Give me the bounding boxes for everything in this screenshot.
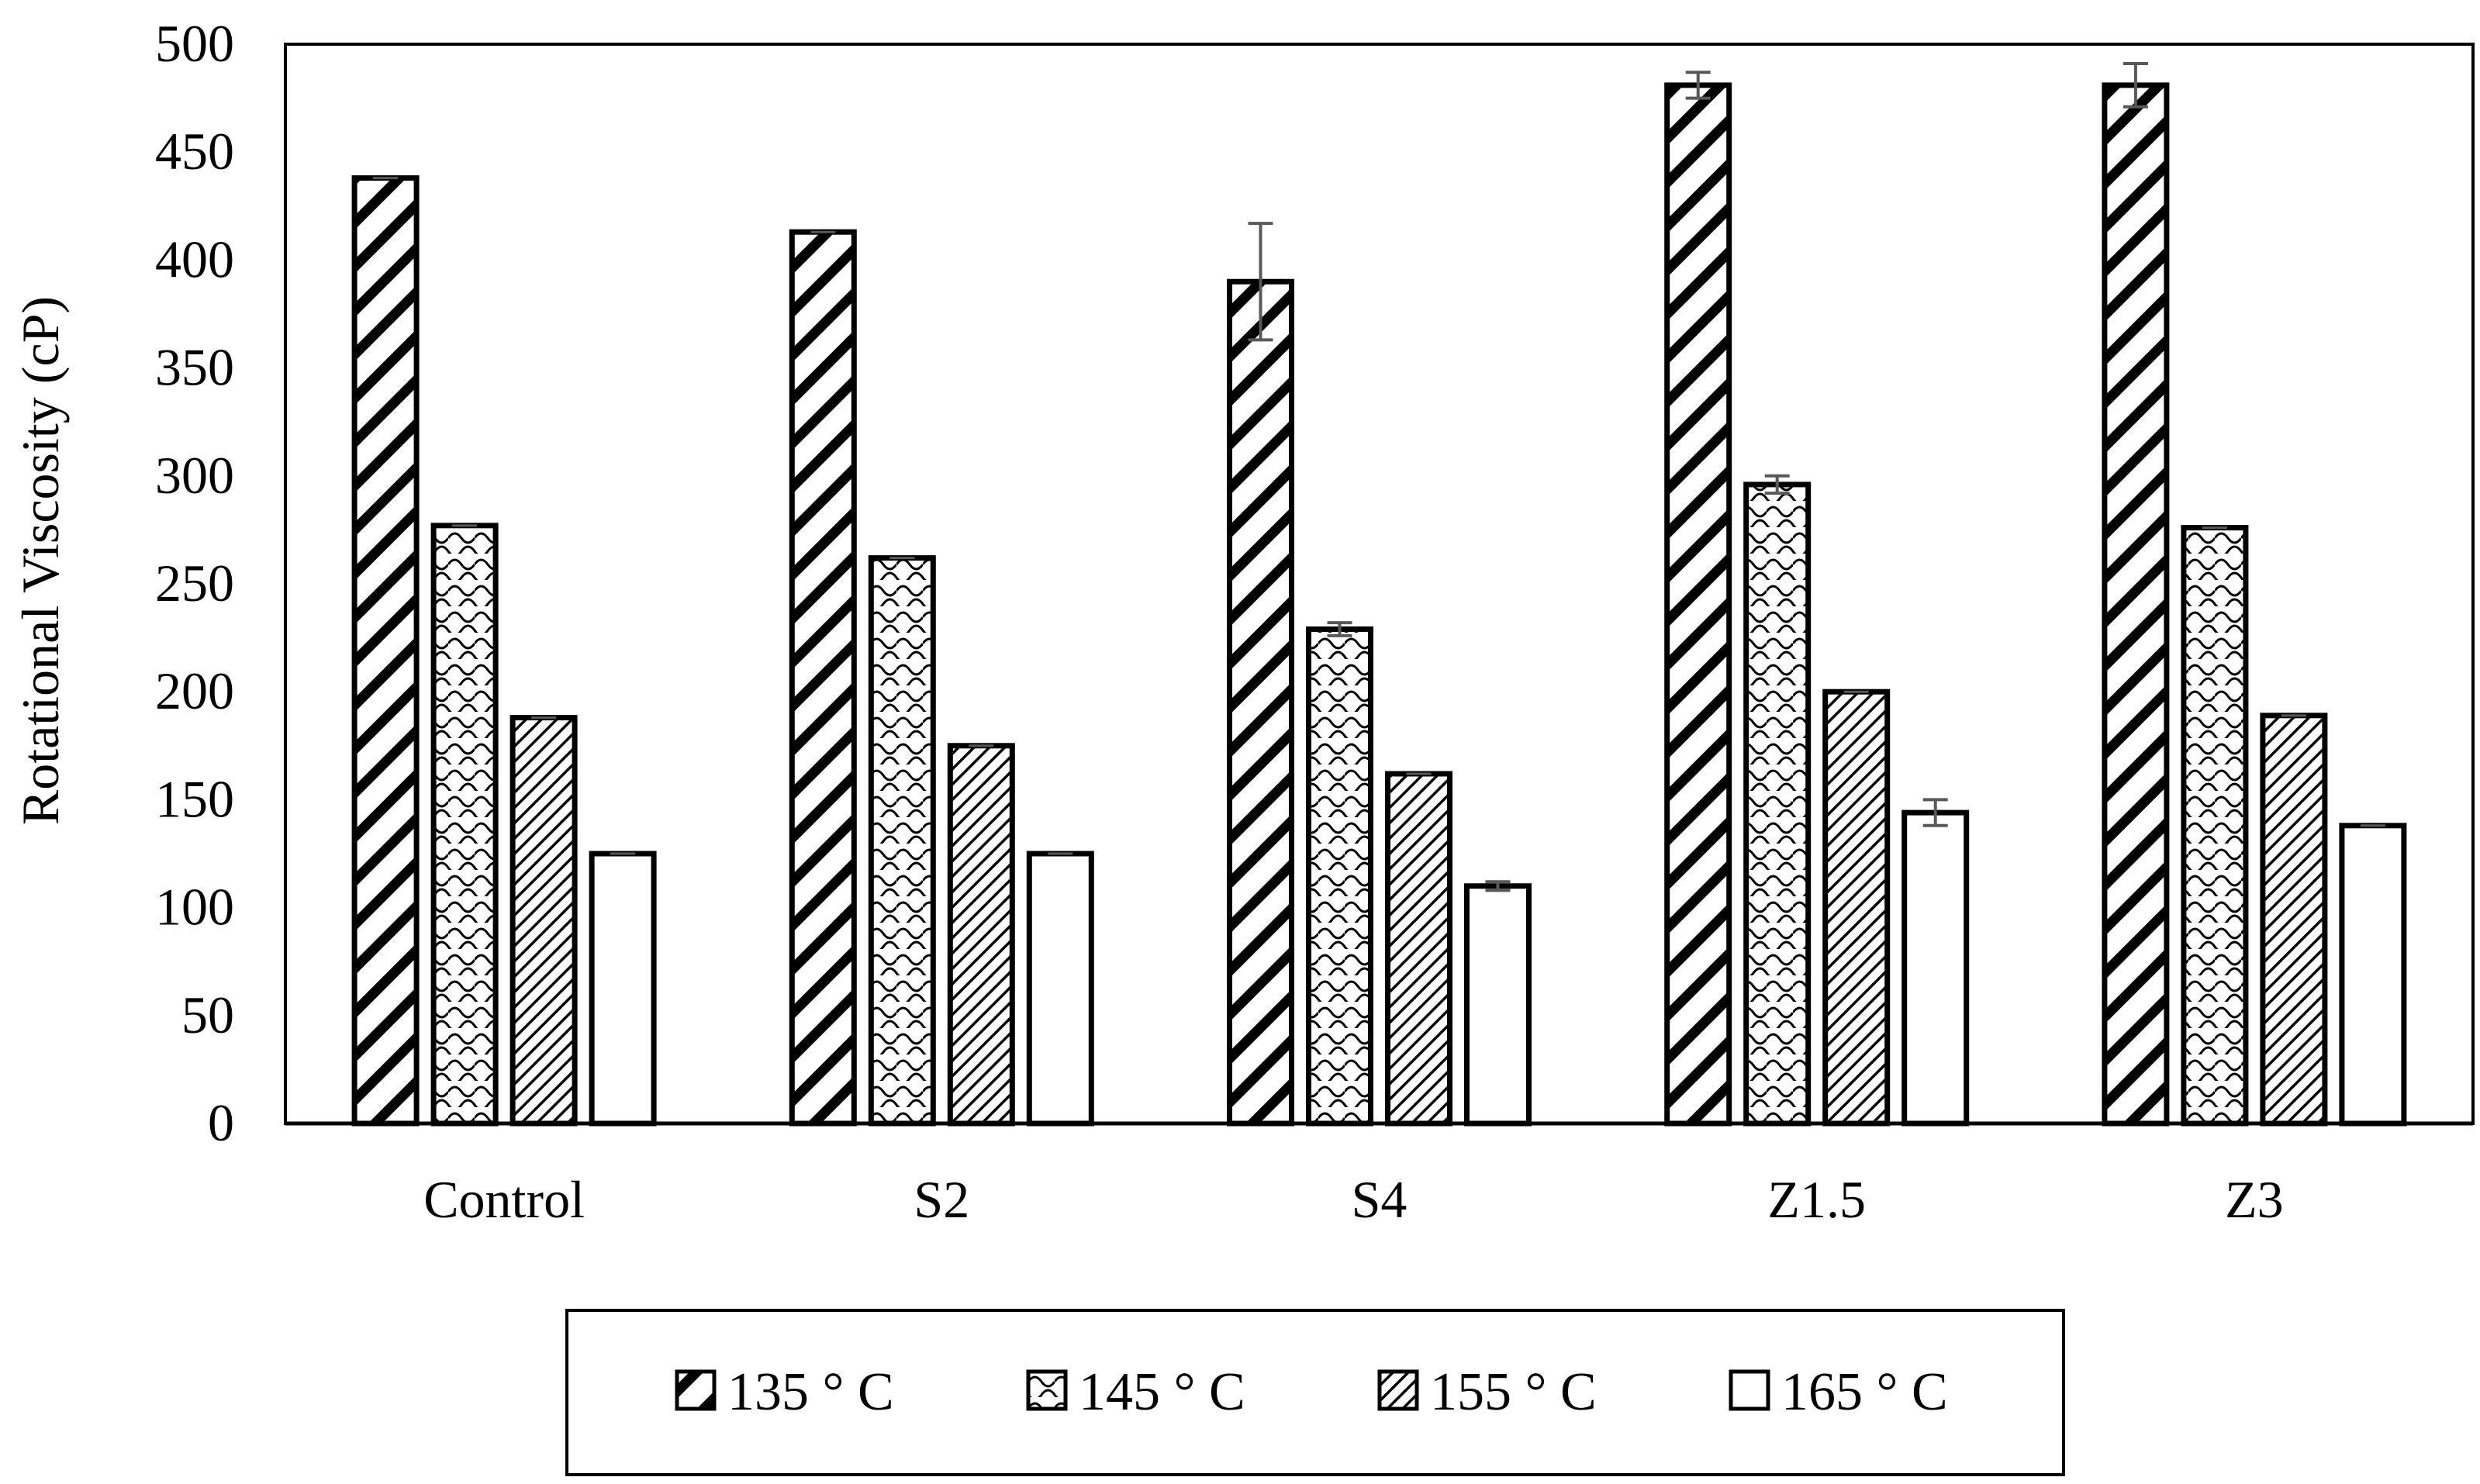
legend-label: 165 ° C bbox=[1781, 1362, 1948, 1422]
bar-s2-s1 bbox=[789, 229, 857, 1127]
y-axis-label: Rotational Viscosity (cP) bbox=[11, 296, 70, 825]
bar-z15-s1 bbox=[1664, 82, 1732, 1127]
bar-control-s3 bbox=[509, 715, 578, 1127]
bar-z15-s4 bbox=[1901, 809, 1970, 1127]
legend-label: 155 ° C bbox=[1430, 1362, 1597, 1422]
y-tick-label: 250 bbox=[155, 554, 234, 613]
bar-z15-s2 bbox=[1743, 481, 1812, 1127]
bar-control-s4 bbox=[589, 851, 657, 1127]
bar-s2-s3 bbox=[947, 743, 1015, 1127]
x-tick-label: Z3 bbox=[2225, 1170, 2284, 1229]
x-tick-label: S4 bbox=[1352, 1170, 1408, 1229]
bar-control-s2 bbox=[430, 523, 499, 1127]
y-tick-label: 200 bbox=[155, 661, 234, 720]
legend-swatch bbox=[1729, 1369, 1770, 1411]
legend: 135 ° C 145 ° C 155 ° C 165 ° C bbox=[565, 1309, 2065, 1476]
y-tick-label: 100 bbox=[155, 878, 234, 937]
y-tick-label: 50 bbox=[181, 985, 234, 1044]
legend-swatch bbox=[1026, 1369, 1068, 1411]
y-tick-label: 450 bbox=[155, 122, 234, 181]
bar-s4-s4 bbox=[1464, 883, 1532, 1127]
bar-z3-s4 bbox=[2339, 823, 2407, 1127]
bar-s2-s2 bbox=[868, 555, 936, 1127]
bar-s4-s1 bbox=[1227, 278, 1294, 1127]
y-tick-label: 400 bbox=[155, 230, 234, 288]
bar-z3-s3 bbox=[2260, 713, 2328, 1127]
y-tick-label: 500 bbox=[155, 14, 234, 73]
bar-s2-s4 bbox=[1026, 851, 1094, 1127]
x-axis-ticks: Control S2 S4 Z1.5 Z3 bbox=[423, 1170, 2283, 1229]
y-tick-label: 350 bbox=[155, 338, 234, 397]
legend-label: 145 ° C bbox=[1079, 1362, 1245, 1422]
x-tick-label: Z1.5 bbox=[1767, 1170, 1866, 1229]
x-tick-label: Control bbox=[423, 1170, 585, 1229]
y-axis-ticks: 0 50 100 150 200 250 300 350 400 450 500 bbox=[155, 14, 234, 1152]
legend-swatch bbox=[1377, 1369, 1419, 1411]
y-tick-label: 150 bbox=[155, 769, 234, 828]
bars bbox=[351, 62, 2407, 1127]
legend-box bbox=[565, 1309, 2065, 1476]
bar-z3-s1 bbox=[2102, 82, 2170, 1127]
bar-s4-s2 bbox=[1306, 626, 1373, 1127]
bar-control-s1 bbox=[351, 175, 420, 1127]
legend-label: 135 ° C bbox=[727, 1362, 894, 1422]
bar-s4-s3 bbox=[1385, 771, 1452, 1127]
bar-z15-s3 bbox=[1822, 689, 1891, 1127]
x-tick-label: S2 bbox=[914, 1170, 969, 1229]
y-tick-label: 300 bbox=[155, 446, 234, 505]
legend-swatch bbox=[675, 1369, 717, 1411]
y-tick-label: 0 bbox=[208, 1093, 234, 1152]
bar-z3-s2 bbox=[2181, 525, 2249, 1127]
